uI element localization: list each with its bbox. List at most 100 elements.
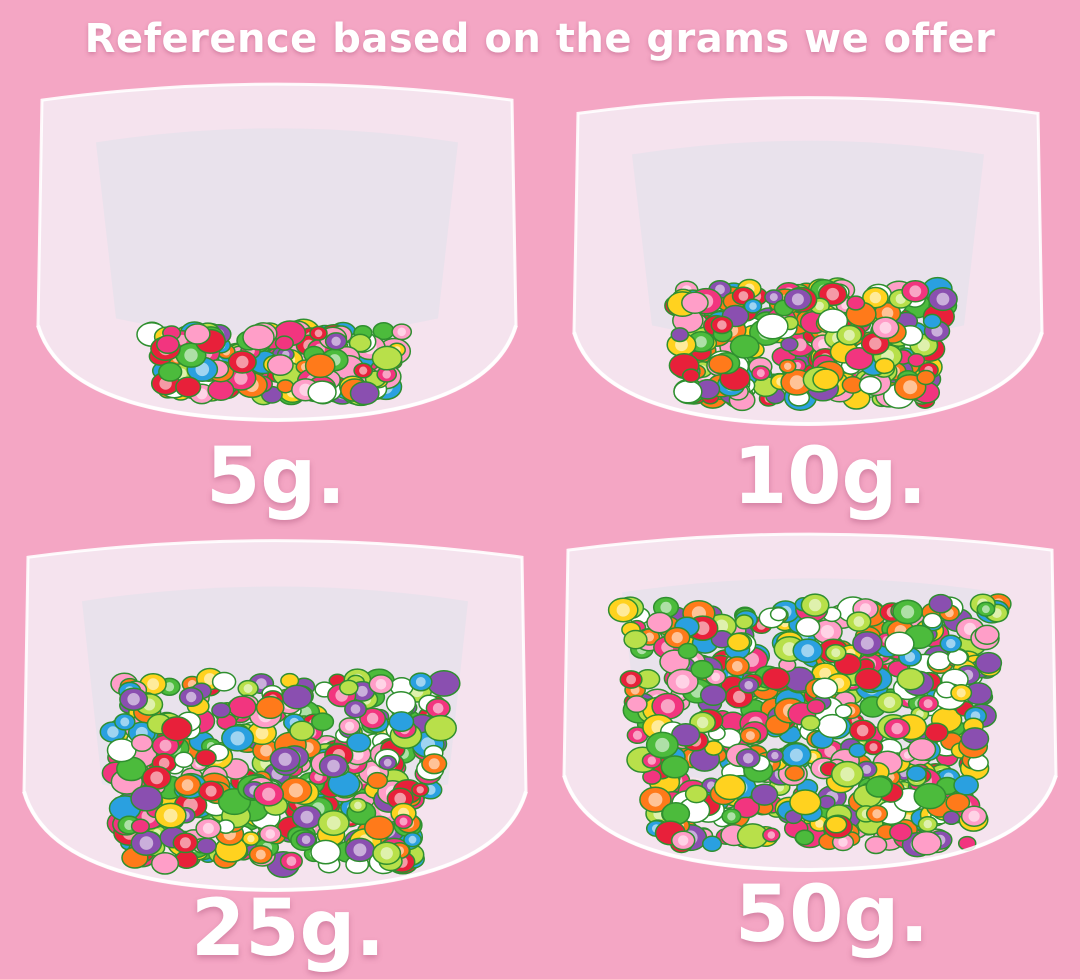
fruit-slice-center — [394, 792, 407, 805]
fruit-slice-center — [397, 327, 407, 337]
fruit-slice-center — [655, 737, 670, 753]
fruit-slice-center — [432, 703, 444, 714]
fruit-slice-center — [743, 753, 754, 764]
bowl-5g — [36, 82, 518, 423]
fruit-slice-center — [815, 301, 824, 311]
fruit-slice-center — [181, 779, 194, 791]
fruit-slice — [794, 829, 815, 846]
fruit-slice — [684, 784, 708, 804]
bowl-25g — [22, 539, 528, 893]
fruit-slice-center — [247, 834, 255, 843]
fruit-slice-center — [186, 691, 197, 703]
fruit-slice — [388, 711, 415, 733]
fruit-slice-center — [660, 601, 672, 613]
fruit-slice — [780, 336, 799, 352]
bowl-10g — [572, 96, 1044, 427]
fruit-slice — [945, 792, 971, 813]
fruit-confetti — [99, 667, 461, 878]
fruit-slice-center — [904, 651, 916, 662]
fruit-slice-center — [202, 822, 214, 834]
fruit-slice — [289, 720, 315, 742]
fruit-slice — [864, 835, 888, 855]
fruit-slice — [130, 733, 154, 753]
fruit-slice-center — [383, 758, 392, 767]
fruit-slice — [207, 378, 235, 401]
fruit-slice — [670, 327, 690, 343]
fruit-slice-center — [179, 837, 191, 849]
fruit-slice — [363, 815, 395, 841]
fruit-slice-center — [879, 321, 892, 334]
fruit-slice-center — [163, 808, 178, 823]
page-title: Reference based on the grams we offer — [84, 16, 996, 62]
fruit-slice — [713, 774, 747, 801]
fruit-slice-center — [255, 726, 269, 740]
fruit-slice-center — [408, 835, 417, 844]
fruit-slice-center — [745, 731, 755, 741]
fruit-slice-center — [859, 603, 872, 615]
fruit-slice — [130, 818, 150, 835]
fruit-slice-center — [139, 836, 154, 850]
fruit-slice-center — [769, 293, 778, 302]
fruit-slice — [874, 357, 895, 375]
fruit-slice-center — [923, 699, 933, 709]
fruit-slice — [646, 611, 673, 634]
fruit-slice-center — [326, 816, 341, 830]
fruit-slice-center — [675, 674, 690, 689]
fruit-slice — [274, 335, 294, 351]
fruit-slice — [924, 722, 949, 743]
fruit-slice — [701, 835, 723, 853]
fruit-slice-center — [678, 835, 689, 846]
fruit-slice-center — [230, 731, 245, 746]
fruit-slice-center — [808, 598, 822, 612]
fruit-slice — [281, 684, 313, 710]
fruit-slice-center — [331, 336, 341, 346]
fruit-slice-center — [902, 793, 916, 807]
fruit-slice — [846, 295, 866, 311]
fruit-slice-center — [236, 355, 249, 369]
fruit-slice-center — [909, 285, 922, 298]
fruit-slice-center — [826, 314, 840, 328]
fruit-slice-center — [881, 307, 894, 319]
fruit-slice-center — [416, 786, 424, 794]
fruit-slice — [677, 642, 699, 660]
label-50g: 50g. — [734, 870, 930, 960]
fruit-slice-center — [936, 292, 950, 306]
fruit-slice — [806, 698, 826, 715]
fruit-slice — [916, 369, 936, 386]
fruit-slice-center — [831, 648, 841, 658]
fruit-slice-center — [265, 829, 276, 839]
fruit-slice-center — [687, 803, 702, 818]
fruit-slice-center — [345, 721, 355, 731]
fruit-slice-center — [862, 764, 872, 774]
fruit-slice-center — [749, 302, 757, 310]
fruit-slice-center — [205, 785, 217, 797]
fruit-slice-center — [696, 716, 709, 729]
fruit-slice-center — [184, 348, 198, 362]
fruit-slice — [366, 771, 389, 790]
fruit-confetti — [136, 318, 413, 407]
fruit-slice-center — [784, 362, 792, 370]
fruit-slice — [424, 714, 457, 742]
fruit-slice — [789, 789, 822, 816]
fruit-slice-center — [243, 684, 253, 693]
fruit-slice-center — [255, 678, 267, 689]
fruit-slice — [795, 616, 821, 638]
fruit-slice-center — [826, 719, 839, 733]
fruit-slice-center — [120, 717, 130, 727]
fruit-slice-center — [893, 637, 906, 651]
fruit-slice-center — [255, 849, 266, 860]
bowl-inner — [96, 128, 458, 336]
fruit-slice-center — [838, 837, 848, 847]
fruit-slice — [242, 324, 275, 351]
fruit-slice-center — [375, 679, 387, 690]
fruit-slice-center — [382, 370, 392, 379]
fruit-slice-center — [869, 291, 882, 304]
fruit-slice — [211, 702, 232, 719]
fruit-slice-center — [380, 847, 393, 860]
fruit-slice-center — [744, 680, 753, 690]
fruit-slice-center — [789, 748, 803, 762]
fruit-slice-center — [711, 672, 721, 682]
fruit-confetti — [664, 276, 958, 412]
fruit-slice — [784, 764, 805, 782]
fruit-slice — [196, 837, 217, 855]
